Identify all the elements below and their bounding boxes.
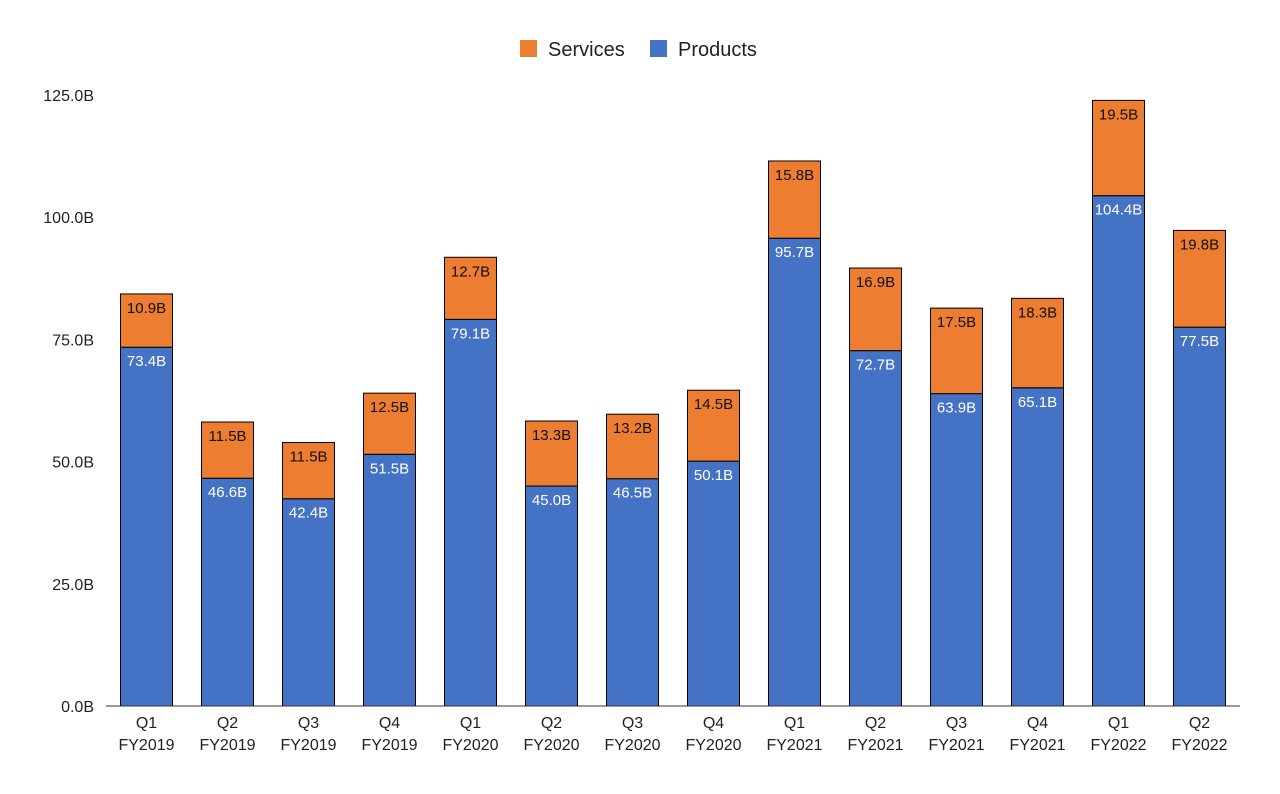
x-tick-year: FY2020 [604,737,660,754]
bar-products [525,485,578,707]
y-axis-ticks: 0.0B 25.0B 50.0B 75.0B 100.0B 125.0B [43,88,94,716]
data-label-services: 18.3B [1018,304,1057,321]
bar-services [201,421,254,479]
data-label-services: 17.5B [937,314,976,331]
data-label-products: 95.7B [775,244,814,261]
data-label-services: 10.9B [127,300,166,317]
y-tick-label: 100.0B [43,210,94,227]
legend-label-products: Products [678,39,757,61]
bar-products [687,460,740,707]
bar-products [1011,387,1064,707]
bar-services [606,413,659,480]
data-label-products: 45.0B [532,492,571,509]
data-label-products: 46.6B [208,484,247,501]
bar-products [282,498,335,707]
legend-label-services: Services [548,39,625,61]
data-label-services: 12.7B [451,263,490,280]
data-label-products: 73.4B [127,353,166,370]
bar-services [363,392,416,455]
data-label-services: 13.3B [532,427,571,444]
bar-services [930,307,983,395]
x-tick-quarter: Q1 [784,715,805,732]
bar-products [1092,195,1145,707]
x-tick-year: FY2020 [685,737,741,754]
x-tick-quarter: Q1 [1108,715,1129,732]
data-label-services: 13.2B [613,420,652,437]
bar-products [444,318,497,707]
y-tick-label: 0.0B [61,699,94,716]
x-tick-year: FY2020 [523,737,579,754]
x-tick-quarter: Q2 [541,715,562,732]
x-tick-quarter: Q2 [217,715,238,732]
bar-services [444,256,497,320]
bar-services [1011,297,1064,389]
data-label-products: 50.1B [694,467,733,484]
bar-services [120,293,173,348]
y-tick-label: 25.0B [52,577,94,594]
data-label-services: 11.5B [208,428,246,445]
legend: Services Products [520,39,757,61]
legend-swatch-services [520,40,537,57]
bar-services [1092,99,1145,197]
x-tick-quarter: Q3 [622,715,643,732]
x-tick-quarter: Q1 [460,715,481,732]
bar-services [849,267,902,352]
x-tick-year: FY2019 [118,737,174,754]
bar-services [282,442,335,500]
data-label-products: 104.4B [1095,202,1143,219]
data-label-products: 63.9B [937,400,976,417]
x-tick-quarter: Q1 [136,715,157,732]
legend-swatch-products [650,40,667,57]
x-tick-quarter: Q3 [946,715,967,732]
x-tick-year: FY2021 [1009,737,1065,754]
x-tick-quarter: Q4 [379,715,400,732]
bar-services [687,389,740,462]
bar-products [201,477,254,707]
bar-products [1173,326,1226,707]
data-label-services: 12.5B [370,399,409,416]
data-label-services: 19.8B [1180,236,1219,253]
data-label-services: 11.5B [289,449,327,466]
bar-products [606,478,659,707]
data-label-products: 65.1B [1018,394,1057,411]
data-label-products: 42.4B [289,505,328,522]
data-label-services: 15.8B [775,167,814,184]
data-label-products: 46.5B [613,485,652,502]
bar-services [525,420,578,487]
x-tick-quarter: Q2 [1189,715,1210,732]
x-tick-year: FY2021 [766,737,822,754]
data-label-services: 19.5B [1099,106,1138,123]
bar-products [120,346,173,707]
x-tick-year: FY2019 [361,737,417,754]
x-tick-year: FY2022 [1090,737,1146,754]
data-label-services: 14.5B [694,396,733,413]
data-label-products: 51.5B [370,460,409,477]
x-tick-quarter: Q4 [1027,715,1048,732]
bar-services [1173,229,1226,328]
x-tick-year: FY2019 [199,737,255,754]
x-tick-year: FY2019 [280,737,336,754]
x-tick-year: FY2020 [442,737,498,754]
bar-services [768,160,821,239]
data-label-products: 79.1B [451,325,490,342]
data-label-products: 72.7B [856,357,895,374]
x-tick-year: FY2021 [847,737,903,754]
x-tick-quarter: Q2 [865,715,886,732]
bars: 73.4B 10.9B 46.6B 11.5B 42.4B 11.5B 51.5B 12.5B… [120,99,1226,707]
data-label-services: 16.9B [856,274,895,291]
data-label-products: 77.5B [1180,333,1219,350]
y-tick-label: 75.0B [52,332,94,349]
x-tick-quarter: Q3 [298,715,319,732]
bar-products [768,237,821,707]
y-tick-label: 125.0B [43,88,94,105]
x-axis-ticks: Q1 FY2019 Q2 FY2019 Q3 FY2019 Q4 FY2019 Q1 FY2020… [118,715,1227,754]
bar-products [849,350,902,707]
x-tick-year: FY2021 [928,737,984,754]
x-tick-year: FY2022 [1171,737,1227,754]
y-tick-label: 50.0B [52,455,94,472]
x-tick-quarter: Q4 [703,715,724,732]
bar-products [363,453,416,707]
bar-products [930,393,983,707]
